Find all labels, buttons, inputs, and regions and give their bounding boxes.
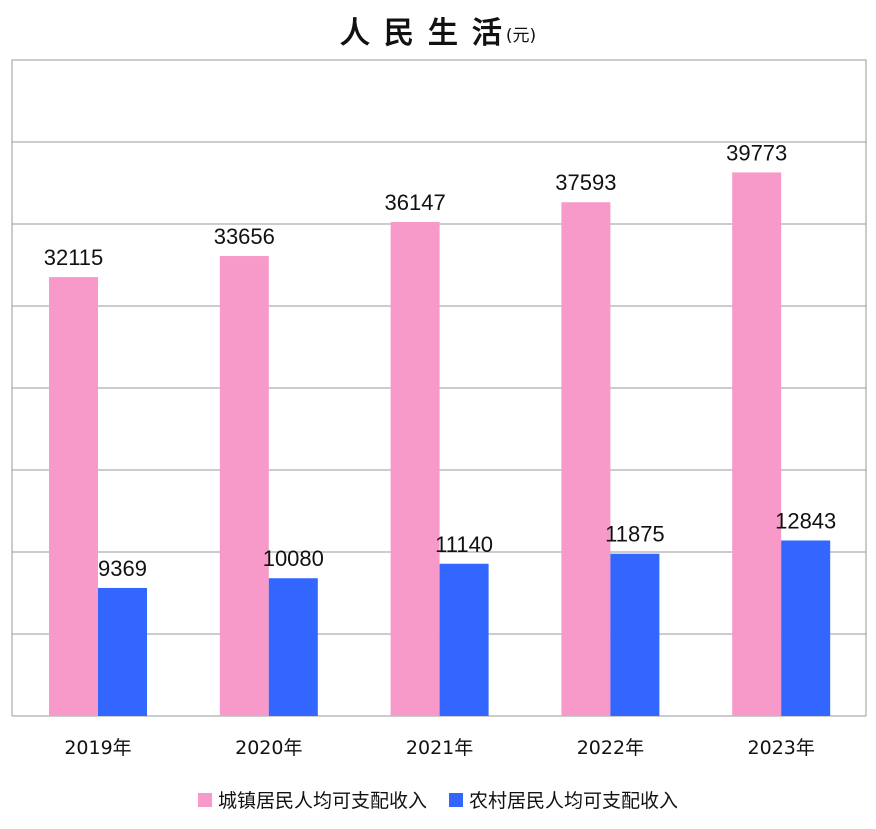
value-label-urban-4: 39773 (726, 140, 787, 165)
legend-swatch-urban (197, 792, 212, 807)
value-label-rural-4: 12843 (775, 508, 836, 533)
title-text: 人民生活 (339, 16, 516, 51)
category-label-4: 2023年 (748, 737, 815, 759)
bar-rural-3 (610, 553, 660, 716)
value-label-rural-1: 10080 (263, 546, 324, 571)
bar-urban-2 (390, 221, 440, 716)
value-label-rural-2: 11140 (435, 532, 493, 557)
legend-label-rural: 农村居民人均可支配收入 (469, 790, 679, 812)
bar-urban-1 (219, 256, 269, 716)
chart-title: 人民生活(元) (0, 8, 876, 52)
bar-rural-1 (268, 578, 318, 716)
value-label-rural-3: 11875 (605, 522, 665, 547)
category-label-2: 2021年 (406, 737, 473, 759)
legend-item-rural: 农村居民人均可支配收入 (449, 786, 678, 813)
title-unit: (元) (505, 26, 537, 46)
category-label-3: 2022年 (577, 737, 644, 759)
bar-urban-3 (561, 202, 611, 716)
value-label-urban-1: 33656 (214, 224, 275, 249)
value-label-urban-2: 36147 (385, 190, 446, 215)
plot-border (11, 59, 867, 716)
bar-rural-0 (98, 587, 147, 716)
legend: 城镇居民人均可支配收入 农村居民人均可支配收入 (0, 786, 876, 813)
legend-item-urban: 城镇居民人均可支配收入 (197, 786, 427, 813)
bar-rural-2 (439, 563, 489, 716)
bar-urban-0 (49, 277, 98, 716)
legend-swatch-rural (449, 792, 463, 807)
bar-urban-4 (732, 172, 782, 716)
category-label-1: 2020年 (235, 737, 302, 759)
value-label-rural-0: 9369 (98, 556, 147, 581)
legend-label-urban: 城镇居民人均可支配收入 (217, 790, 427, 812)
value-label-urban-0: 32115 (44, 245, 104, 270)
category-label-0: 2019年 (64, 737, 131, 759)
bar-rural-4 (781, 540, 831, 716)
value-label-urban-3: 37593 (555, 170, 616, 195)
